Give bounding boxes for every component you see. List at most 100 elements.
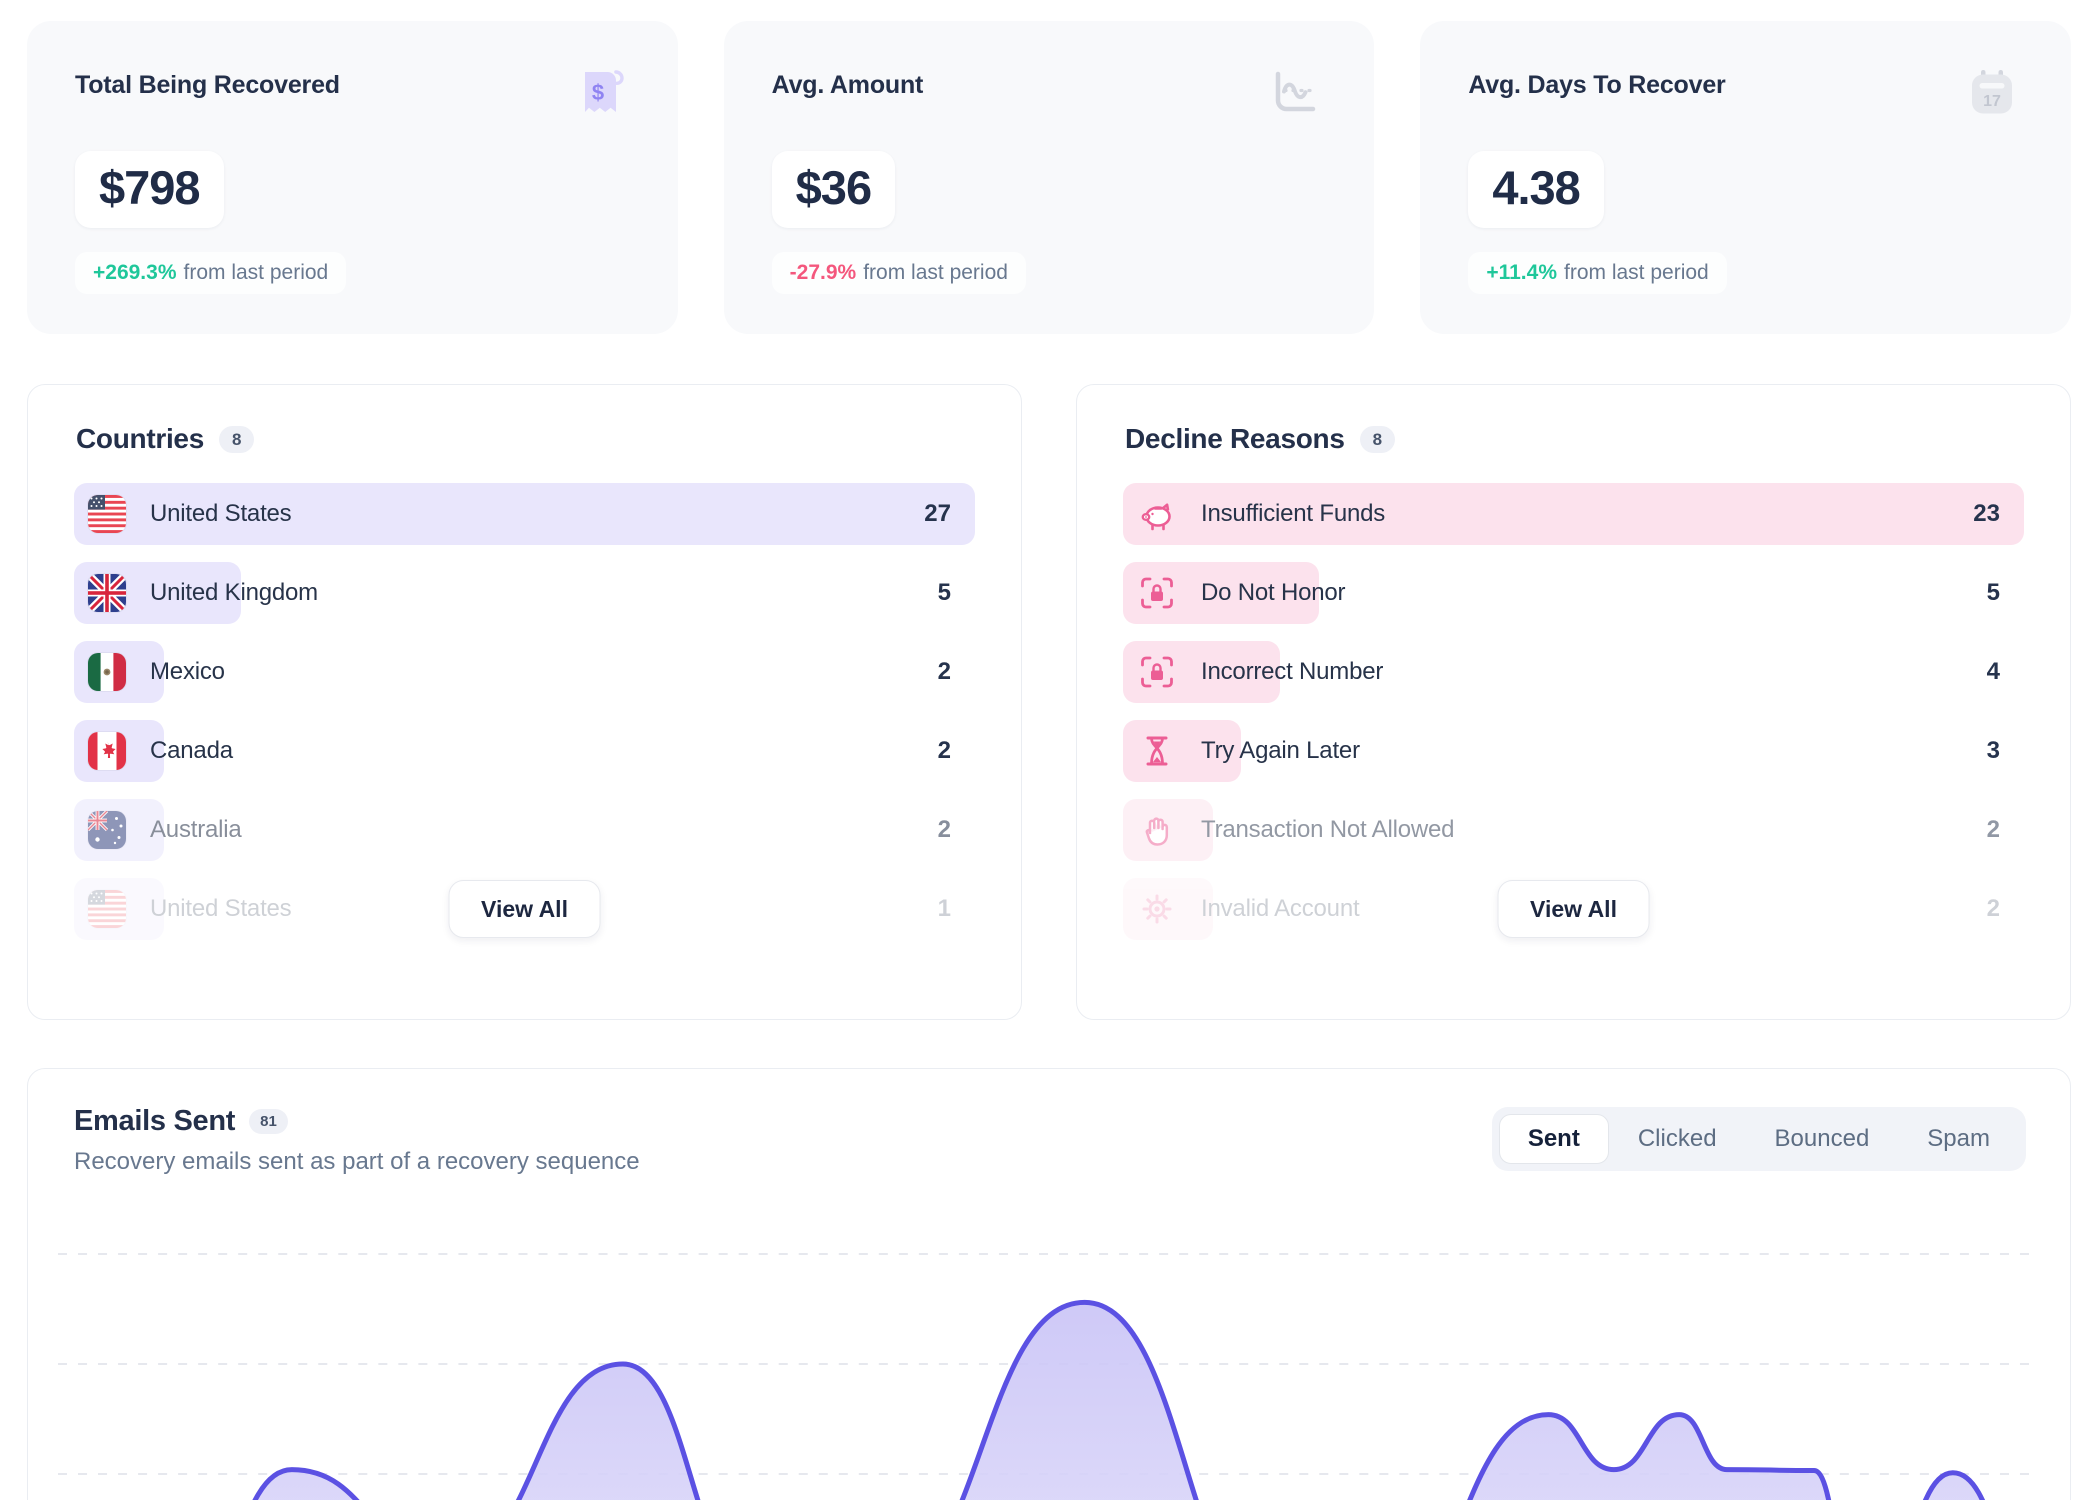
stat-change-percent: +11.4% bbox=[1486, 261, 1557, 284]
item-label: United Kingdom bbox=[150, 579, 318, 606]
stats-row: Total Being Recovered $ $798 +269.3% from… bbox=[0, 0, 2098, 334]
view-all-countries-button[interactable]: View All bbox=[448, 880, 601, 938]
stat-card-total-recovered: Total Being Recovered $ $798 +269.3% from… bbox=[27, 21, 678, 334]
piggy-bank-icon bbox=[1137, 494, 1177, 534]
decline-reasons-panel: Decline Reasons 8 Insufficient Funds 23 bbox=[1076, 384, 2071, 1020]
us-flag-icon bbox=[88, 495, 126, 533]
svg-text:17: 17 bbox=[1983, 93, 2001, 110]
item-count: 4 bbox=[1986, 658, 2000, 685]
decline-reasons-header: Decline Reasons 8 bbox=[1125, 423, 2024, 455]
svg-text:$: $ bbox=[592, 80, 604, 105]
emails-count-badge: 81 bbox=[249, 1109, 288, 1134]
scan-lock-icon bbox=[1137, 652, 1177, 692]
list-item: Try Again Later 3 bbox=[1123, 720, 2024, 782]
list-item: Invalid Account 2 bbox=[1123, 878, 2024, 940]
countries-panel: Countries 8 United States 27 bbox=[27, 384, 1022, 1020]
decline-reasons-title: Decline Reasons bbox=[1125, 423, 1345, 454]
item-label: Transaction Not Allowed bbox=[1201, 816, 1455, 843]
stat-change-percent: +269.3% bbox=[93, 261, 177, 284]
list-item: United States 1 bbox=[74, 878, 975, 940]
stat-change-percent: -27.9% bbox=[789, 261, 857, 284]
view-all-decline-reasons-button[interactable]: View All bbox=[1497, 880, 1650, 938]
chart-curve-icon bbox=[1264, 63, 1326, 125]
item-count: 2 bbox=[937, 737, 951, 764]
receipt-dollar-icon: $ bbox=[568, 63, 630, 125]
area-series-line bbox=[252, 1299, 1985, 1500]
value-bar bbox=[1123, 641, 1280, 703]
hourglass-icon bbox=[1137, 731, 1177, 771]
emails-title: Emails Sent bbox=[74, 1105, 236, 1137]
stat-title: Avg. Amount bbox=[771, 71, 924, 99]
item-label: Insufficient Funds bbox=[1201, 500, 1386, 527]
value-bar bbox=[1123, 483, 2024, 545]
item-count: 2 bbox=[937, 816, 951, 843]
value-bar bbox=[74, 878, 164, 940]
gear-icon bbox=[1137, 889, 1177, 929]
item-count: 23 bbox=[1973, 500, 2000, 527]
stat-value: 4.38 bbox=[1468, 151, 1604, 228]
list-item: Mexico 2 bbox=[74, 641, 975, 703]
emails-subtitle: Recovery emails sent as part of a recove… bbox=[74, 1148, 640, 1175]
emails-header: Emails Sent 81 Recovery emails sent as p… bbox=[58, 1105, 2040, 1176]
list-item: Australia 2 bbox=[74, 799, 975, 861]
scan-lock-icon bbox=[1137, 573, 1177, 613]
list-item: United Kingdom 5 bbox=[74, 562, 975, 624]
tab-bounced[interactable]: Bounced bbox=[1746, 1114, 1899, 1164]
item-count: 5 bbox=[1986, 579, 2000, 606]
decline-reasons-count-badge: 8 bbox=[1359, 425, 1396, 453]
list-item: Incorrect Number 4 bbox=[1123, 641, 2024, 703]
emails-area-chart bbox=[58, 1253, 2040, 1500]
countries-title: Countries bbox=[76, 423, 204, 454]
mid-row: Countries 8 United States 27 bbox=[0, 334, 2098, 1020]
value-bar bbox=[74, 483, 975, 545]
list-item: United States 27 bbox=[74, 483, 975, 545]
countries-count-badge: 8 bbox=[218, 425, 255, 453]
item-label: Incorrect Number bbox=[1201, 658, 1384, 685]
stat-card-avg-days: Avg. Days To Recover 17 4.38 +11.4% from … bbox=[1420, 21, 2072, 334]
item-label: Australia bbox=[150, 816, 242, 843]
stat-value: $36 bbox=[771, 151, 896, 228]
us-flag-icon bbox=[88, 890, 126, 928]
hand-icon bbox=[1137, 810, 1177, 850]
item-label: Invalid Account bbox=[1201, 895, 1360, 922]
countries-header: Countries 8 bbox=[76, 423, 975, 455]
item-count: 2 bbox=[937, 658, 951, 685]
au-flag-icon bbox=[88, 811, 126, 849]
stat-change-suffix: from last period bbox=[863, 261, 1008, 284]
item-label: Canada bbox=[150, 737, 233, 764]
stat-card-avg-amount: Avg. Amount $36 -27.9% from last period bbox=[723, 21, 1375, 334]
item-count: 27 bbox=[924, 500, 951, 527]
stat-change-suffix: from last period bbox=[1564, 261, 1709, 284]
item-label: Mexico bbox=[150, 658, 225, 685]
stat-change: +269.3% from last period bbox=[75, 252, 347, 294]
stat-change: -27.9% from last period bbox=[771, 252, 1026, 294]
stat-value: $798 bbox=[75, 151, 224, 228]
value-bar bbox=[1123, 720, 1241, 782]
tab-sent[interactable]: Sent bbox=[1498, 1114, 1609, 1164]
item-count: 2 bbox=[1986, 816, 2000, 843]
mx-flag-icon bbox=[88, 653, 126, 691]
value-bar bbox=[1123, 878, 1213, 940]
item-label: United States bbox=[150, 500, 292, 527]
stat-title: Total Being Recovered bbox=[75, 71, 340, 99]
ca-flag-icon bbox=[88, 732, 126, 770]
tab-spam[interactable]: Spam bbox=[1898, 1114, 2019, 1164]
list-item: Do Not Honor 5 bbox=[1123, 562, 2024, 624]
emails-sent-panel: Emails Sent 81 Recovery emails sent as p… bbox=[27, 1068, 2071, 1500]
item-label: Try Again Later bbox=[1201, 737, 1360, 764]
uk-flag-icon bbox=[88, 574, 126, 612]
email-metric-tabs: Sent Clicked Bounced Spam bbox=[1491, 1107, 2026, 1171]
decline-reasons-list: Insufficient Funds 23 Do Not Honor 5 bbox=[1123, 483, 2024, 940]
item-count: 3 bbox=[1986, 737, 2000, 764]
item-label: United States bbox=[150, 895, 292, 922]
countries-list: United States 27 United Kingdom 5 Mexico… bbox=[74, 483, 975, 940]
item-count: 5 bbox=[937, 579, 951, 606]
stat-title: Avg. Days To Recover bbox=[1468, 71, 1726, 99]
item-label: Do Not Honor bbox=[1201, 579, 1346, 606]
calendar-icon: 17 bbox=[1961, 63, 2023, 125]
tab-clicked[interactable]: Clicked bbox=[1609, 1114, 1746, 1164]
item-count: 1 bbox=[937, 895, 951, 922]
list-item: Insufficient Funds 23 bbox=[1123, 483, 2024, 545]
list-item: Canada 2 bbox=[74, 720, 975, 782]
